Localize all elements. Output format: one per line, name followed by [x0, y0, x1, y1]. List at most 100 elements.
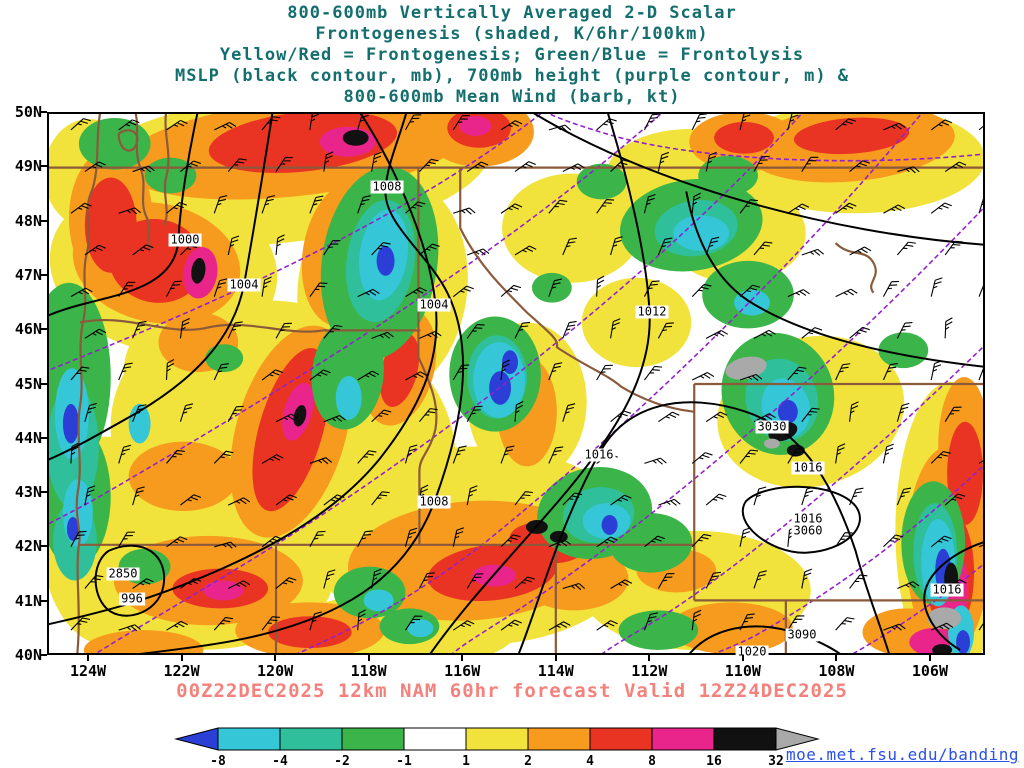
wind-barb: [835, 614, 855, 636]
lat-tick-label: 46N: [14, 320, 42, 339]
forecast-caption: 00Z22DEC2025 12km NAM 60hr forecast Vali…: [176, 680, 848, 702]
lat-tick: [41, 491, 47, 494]
lat-tick-label: 50N: [14, 103, 42, 121]
colorbar-segment: [651, 727, 715, 751]
lon-tick: [461, 655, 464, 661]
wind-barb: [452, 206, 476, 220]
colorbar-segment: [527, 727, 591, 751]
wind-barb: [849, 485, 864, 509]
lon-tick: [274, 655, 277, 661]
wind-barb: [548, 123, 572, 137]
lat-tick: [41, 382, 47, 385]
lat-tick: [41, 328, 47, 331]
wind-barb: [978, 116, 983, 136]
wind-barb: [801, 247, 825, 262]
lat-tick-label: 41N: [14, 591, 42, 610]
lon-tick: [180, 655, 183, 661]
title-line-4: MSLP (black contour, mb), 700mb height (…: [174, 66, 850, 86]
lat-tick-label: 44N: [14, 428, 42, 447]
lon-tick-label: 124W: [69, 662, 107, 680]
wind-barb: [643, 456, 667, 471]
lat-tick-label: 40N: [14, 646, 42, 664]
wind-barb: [705, 328, 729, 345]
lat-tick: [41, 219, 47, 222]
lat-tick-label: 42N: [14, 537, 42, 556]
colorbar-tick-label: 1: [462, 754, 470, 768]
colorbar-tick-label: 32: [768, 754, 784, 768]
wind-barb: [978, 276, 983, 300]
wind-barb: [930, 200, 953, 219]
map-frame: 1000 1004 1008 1004 1012 1016 1008 1016 1016 996 1…: [47, 112, 985, 659]
lon-tick: [741, 655, 744, 661]
colorbar-tick-label: 16: [706, 754, 722, 768]
lon-tick: [928, 655, 931, 661]
colorbar-tick-label: -2: [334, 754, 350, 768]
lon-tick-label: 114W: [537, 662, 574, 680]
colorbar-tick-label: -8: [210, 754, 226, 768]
lon-tick-label: 108W: [818, 662, 855, 680]
lat-tick-label: 49N: [14, 157, 42, 176]
lon-tick: [87, 655, 89, 661]
lon-tick-label: 110W: [724, 662, 761, 680]
lon-tick-label: 106W: [911, 662, 948, 680]
lon-tick-label: 118W: [350, 662, 387, 680]
chart-title: 800-600mb Vertically Averaged 2-D Scalar…: [0, 3, 1024, 108]
lat-tick: [41, 165, 47, 168]
lon-tick-label: 116W: [444, 662, 481, 680]
wind-barb: [657, 497, 681, 512]
wind-barb: [787, 525, 797, 548]
lat-tick: [41, 545, 47, 548]
colorbar-segment: [465, 727, 529, 751]
lat-tick: [41, 273, 47, 276]
colorbar-tick-label: 4: [586, 754, 594, 768]
colorbar-tick-label: -4: [272, 754, 288, 768]
lat-tick-label: 43N: [14, 483, 42, 502]
colorbar-segment: [403, 727, 467, 751]
colorbar-segment: [217, 727, 281, 751]
wind-barb: [500, 282, 522, 303]
wind-barb: [930, 359, 943, 382]
lat-tick: [41, 436, 47, 439]
colorbar-segment: [341, 727, 405, 751]
wind-barb: [978, 360, 983, 383]
weather-map: [49, 114, 983, 653]
lon-tick: [835, 655, 838, 661]
lon-tick-label: 120W: [257, 662, 294, 680]
title-line-2: Frontogenesis (shaded, K/6hr/100km): [315, 24, 709, 44]
lon-tick: [648, 655, 651, 661]
wind-barb: [657, 409, 680, 428]
colorbar: -8 -4 -2 -1 1 2 4 8 16 32: [174, 727, 820, 768]
lat-tick-label: 48N: [14, 211, 42, 230]
lon-tick: [554, 655, 557, 661]
wind-barb: [562, 318, 578, 342]
wind-barb: [705, 491, 727, 511]
colorbar-segment: [713, 727, 777, 751]
lon-tick: [367, 655, 370, 661]
wind-barb: [944, 316, 953, 340]
colorbar-tick-label: 8: [648, 754, 656, 768]
colorbar-tick-label: -1: [396, 754, 412, 768]
wind-barb: [930, 275, 943, 299]
colorbar-segment: [589, 727, 653, 751]
banding-link[interactable]: moe.met.fsu.edu/banding: [786, 745, 1020, 764]
wind-barb: [643, 362, 663, 385]
colorbar-arrow-right: [775, 727, 820, 751]
colorbar-arrow-left: [174, 727, 219, 751]
wind-barb: [835, 286, 858, 303]
lon-tick-label: 112W: [631, 662, 668, 680]
wind-barb: [835, 528, 854, 551]
title-line-5: 800-600mb Mean Wind (barb, kt): [343, 87, 681, 107]
lat-tick-label: 45N: [14, 374, 42, 393]
title-line-3: Yellow/Red = Frontogenesis; Green/Blue =…: [219, 45, 805, 65]
colorbar-segment: [279, 727, 343, 751]
wind-barb: [978, 192, 983, 216]
lat-tick: [41, 111, 47, 113]
lat-tick: [41, 654, 47, 656]
colorbar-tick-label: 2: [524, 754, 532, 768]
wind-barb: [896, 238, 917, 260]
title-line-1: 800-600mb Vertically Averaged 2-D Scalar: [287, 3, 737, 23]
mslp-contours: [49, 114, 983, 653]
lat-tick: [41, 599, 47, 602]
lat-tick-label: 47N: [14, 265, 42, 284]
